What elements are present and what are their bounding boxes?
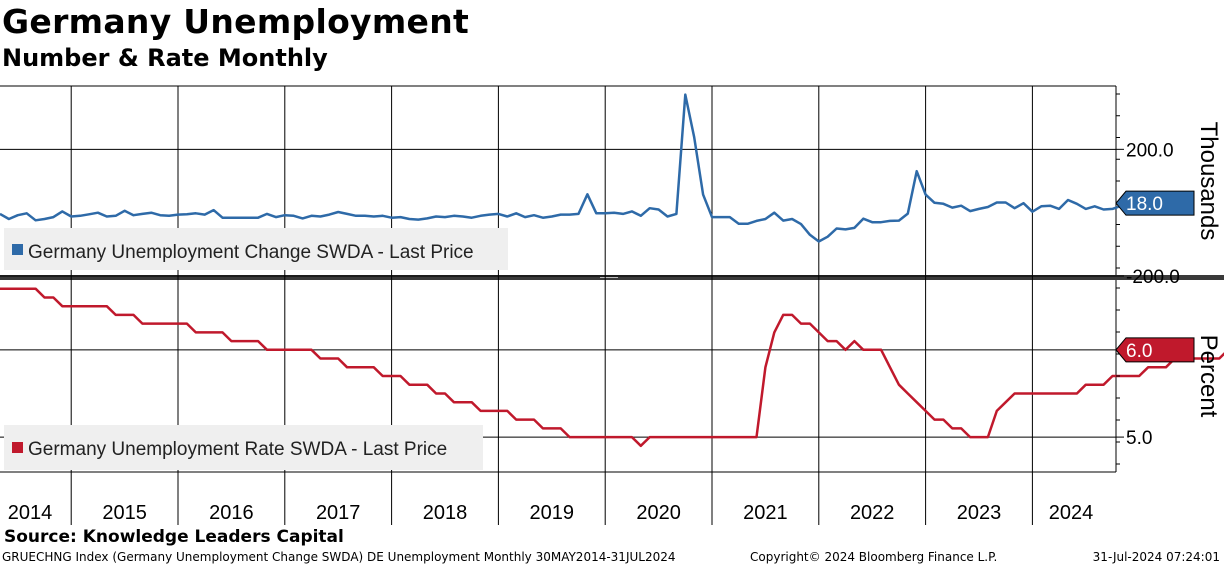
last-value-label-top: 18.0: [1126, 194, 1163, 215]
legend-bottom-background: [4, 425, 483, 470]
y-axis-title-top: Thousands: [1195, 122, 1222, 241]
legend-bottom-label: Germany Unemployment Rate SWDA - Last Pr…: [28, 439, 447, 460]
x-tick-label-2024: 2024: [1049, 502, 1094, 524]
footer-description: GRUECHNG Index (Germany Unemployment Cha…: [2, 550, 676, 564]
x-tick-label-2023: 2023: [957, 502, 1002, 524]
x-tick-label-2014: 2014: [8, 502, 53, 524]
last-value-tag-top: [1115, 190, 1195, 216]
footer-copyright: Copyright© 2024 Bloomberg Finance L.P.: [750, 550, 998, 564]
source-note: Source: Knowledge Leaders Capital: [4, 527, 344, 547]
footer-timestamp: 31-Jul-2024 07:24:01: [1092, 550, 1220, 564]
legend-top-label: Germany Unemployment Change SWDA - Last …: [28, 242, 474, 263]
series-line-unemployment-rate: [0, 287, 1224, 448]
y-tick-label-top-1: -200.0: [1126, 267, 1180, 288]
x-tick-label-2017: 2017: [316, 502, 361, 524]
chart-subtitle: Number & Rate Monthly: [2, 44, 328, 72]
x-tick-label-2020: 2020: [636, 502, 681, 524]
legend-top-background: [4, 228, 508, 270]
y-tick-label-top-0: 200.0: [1126, 140, 1174, 161]
chart-frame: [0, 85, 1224, 473]
y-tick-label-bottom-1: 5.0: [1126, 428, 1152, 449]
legend-bottom: Germany Unemployment Rate SWDA - Last Pr…: [4, 425, 483, 470]
last-value-tag-bottom: [1115, 337, 1195, 363]
x-tick-label-2018: 2018: [423, 502, 468, 524]
chart-title: Germany Unemployment: [2, 2, 470, 41]
legend-top: Germany Unemployment Change SWDA - Last …: [4, 228, 508, 270]
last-value-label-bottom: 6.0: [1126, 341, 1152, 362]
legend-top-swatch: [12, 244, 23, 255]
legend-bottom-swatch: [12, 442, 23, 453]
axis-labels: 2014 2015 2016 2017 2018 2019 2020 2021 2022 2023…: [8, 93, 1222, 524]
x-tick-label-2019: 2019: [530, 502, 575, 524]
x-tick-label-2016: 2016: [209, 502, 254, 524]
series-line-unemployment-change: [0, 93, 1166, 243]
x-tick-label-2022: 2022: [850, 502, 895, 524]
y-axis-title-bottom: Percent: [1195, 335, 1222, 418]
x-tick-label-2021: 2021: [743, 502, 788, 524]
x-tick-label-2015: 2015: [102, 502, 147, 524]
series-lines: [0, 93, 1224, 448]
